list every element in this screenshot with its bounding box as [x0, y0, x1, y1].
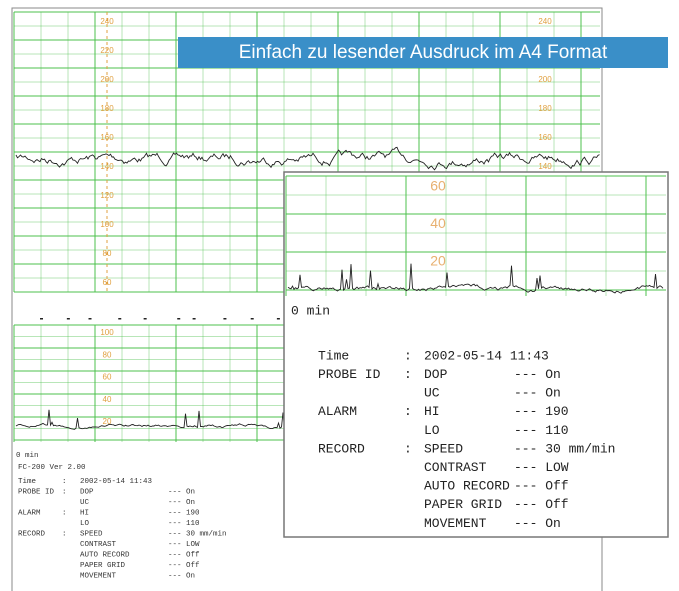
printout-setting: --- On — [514, 516, 561, 531]
printout-label: Time — [18, 478, 36, 486]
printout-value: UC — [424, 386, 440, 401]
time-label: 0 min — [16, 452, 39, 460]
printout-label: Time — [318, 348, 349, 363]
printout-sep: : — [404, 441, 412, 456]
printout-setting: --- 190 — [168, 509, 200, 517]
printout-value: DOP — [424, 367, 448, 382]
printout-value: HI — [80, 509, 89, 517]
printout-value: DOP — [80, 488, 94, 496]
scale-label: 60 — [430, 178, 446, 194]
event-mark — [193, 318, 196, 320]
printout-sep: : — [404, 348, 412, 363]
scale-label: 140 — [100, 162, 114, 171]
printout-label: ALARM — [318, 404, 357, 419]
scale-label: 100 — [100, 328, 114, 337]
printout-label: RECORD — [318, 441, 365, 456]
printout-setting: --- Off — [514, 479, 569, 494]
printout-value: LO — [80, 520, 90, 528]
printout-value: HI — [424, 404, 440, 419]
printout-setting: --- LOW — [514, 460, 569, 475]
printout-value: LO — [424, 423, 440, 438]
printout-value: CONTRAST — [80, 541, 117, 549]
printout-value: MOVEMENT — [80, 572, 117, 580]
scale-label: 20 — [103, 417, 112, 426]
event-mark — [118, 318, 121, 320]
printout-value: SPEED — [80, 530, 103, 538]
printout-value: PAPER GRID — [80, 562, 126, 570]
printout-label: PROBE ID — [18, 488, 55, 496]
printout-value: AUTO RECORD — [80, 551, 130, 559]
scale-label: 20 — [430, 253, 446, 269]
printout-value: MOVEMENT — [424, 516, 487, 531]
scale-label: 100 — [100, 220, 114, 229]
printout-setting: --- On — [168, 499, 195, 507]
event-mark — [177, 318, 180, 320]
scale-label: 200 — [100, 75, 114, 84]
scale-label: 120 — [100, 191, 114, 200]
event-mark — [89, 318, 92, 320]
printout-setting: --- On — [514, 386, 561, 401]
printout-value: CONTRAST — [424, 460, 487, 475]
event-mark — [144, 318, 147, 320]
time-label: 0 min — [291, 303, 330, 318]
scale-label: 180 — [538, 104, 552, 113]
scale-label: 220 — [100, 46, 114, 55]
printout-value: AUTO RECORD — [424, 479, 510, 494]
event-mark — [40, 318, 43, 320]
scale-label: 80 — [103, 350, 112, 359]
scale-label: 180 — [100, 104, 114, 113]
scale-label: 40 — [103, 395, 112, 404]
event-mark — [223, 318, 226, 320]
version: FC-200 Ver 2.00 — [18, 464, 86, 472]
scale-label: 160 — [100, 133, 114, 142]
printout-sep: : — [404, 367, 412, 382]
printout-value: 2002-05-14 11:43 — [424, 348, 549, 363]
banner-text: Einfach zu lesender Ausdruck im A4 Forma… — [239, 42, 608, 63]
printout-sep: : — [62, 530, 67, 538]
printout-sep: : — [62, 509, 67, 517]
scale-label: 160 — [538, 133, 552, 142]
printout-setting: --- On — [168, 488, 195, 496]
printout-value: 2002-05-14 11:43 — [80, 478, 153, 486]
printout-setting: --- 110 — [514, 423, 569, 438]
printout-setting: --- Off — [168, 562, 200, 570]
printout-setting: --- On — [168, 572, 195, 580]
printout-setting: --- On — [514, 367, 561, 382]
printout-setting: --- 30 mm/min — [168, 530, 227, 538]
printout-setting: --- 110 — [168, 520, 200, 528]
scale-label: 140 — [538, 162, 552, 171]
scale-label: 60 — [103, 373, 112, 382]
event-mark — [277, 318, 280, 320]
printout-sep: : — [62, 488, 67, 496]
printout-setting: --- Off — [168, 551, 200, 559]
printout-label: RECORD — [18, 530, 46, 538]
scale-label: 200 — [538, 75, 552, 84]
printout-setting: --- 30 mm/min — [514, 441, 615, 456]
screenshot: 2402402202202002001801801601601401401201… — [0, 0, 679, 591]
printout-value: SPEED — [424, 441, 463, 456]
printout-label: ALARM — [18, 509, 41, 517]
printout-sep: : — [404, 404, 412, 419]
event-mark — [67, 318, 70, 320]
printout-label: PROBE ID — [318, 367, 381, 382]
scale-label: 40 — [430, 215, 446, 231]
scale-label: 80 — [103, 249, 112, 258]
printout-sep: : — [62, 478, 67, 486]
printout-setting: --- 190 — [514, 404, 569, 419]
printout-value: UC — [80, 499, 90, 507]
printout-setting: --- LOW — [168, 541, 200, 549]
printout-setting: --- Off — [514, 497, 569, 512]
scale-label: 240 — [538, 17, 552, 26]
scale-label: 240 — [100, 17, 114, 26]
event-mark — [251, 318, 254, 320]
scale-label: 60 — [103, 278, 112, 287]
printout-value: PAPER GRID — [424, 497, 502, 512]
